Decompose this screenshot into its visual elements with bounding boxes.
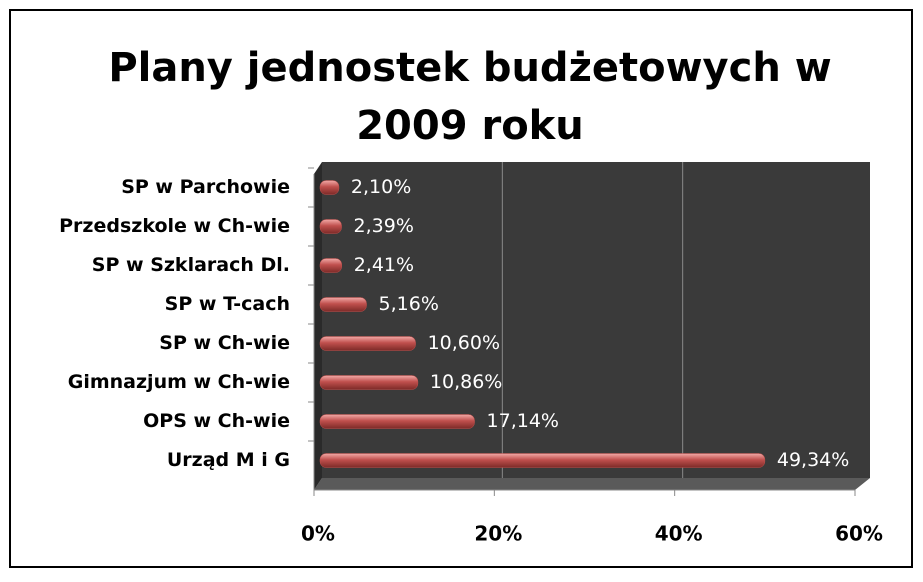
value-label: 17,14% [487, 410, 559, 432]
y-tick-label: Urząd M i G [167, 449, 290, 471]
bar [319, 297, 367, 312]
value-label: 2,39% [354, 215, 414, 237]
y-tick-label: OPS w Ch-wie [143, 410, 290, 432]
chart-title: Plany jednostek budżetowych w 2009 roku [108, 45, 831, 149]
y-tick-label: SP w Szklarach Dl. [92, 254, 290, 276]
x-tick-label: 60% [835, 522, 883, 546]
plot-side [314, 162, 322, 490]
x-tick-label: 20% [474, 522, 522, 546]
y-tick-label: SP w T-cach [165, 293, 290, 315]
bar [319, 180, 340, 195]
bar [319, 336, 416, 351]
plot-floor [314, 478, 870, 490]
x-tick-label: 40% [655, 522, 703, 546]
y-tick-label: Gimnazjum w Ch-wie [68, 371, 290, 393]
value-label: 5,16% [379, 293, 439, 315]
value-label: 10,86% [430, 371, 502, 393]
value-label: 2,41% [354, 254, 414, 276]
bar [319, 414, 475, 429]
plot-wall [322, 162, 870, 478]
y-tick-label: Przedszkole w Ch-wie [59, 215, 290, 237]
bar [319, 219, 342, 234]
value-label: 10,60% [428, 332, 500, 354]
y-tick-label: SP w Ch-wie [159, 332, 290, 354]
bar [319, 258, 342, 273]
value-label: 2,10% [351, 176, 411, 198]
x-tick-label: 0% [301, 522, 335, 546]
y-tick-label: SP w Parchowie [121, 176, 290, 198]
value-label: 49,34% [777, 449, 849, 471]
bar [319, 375, 419, 390]
bar [319, 453, 766, 468]
